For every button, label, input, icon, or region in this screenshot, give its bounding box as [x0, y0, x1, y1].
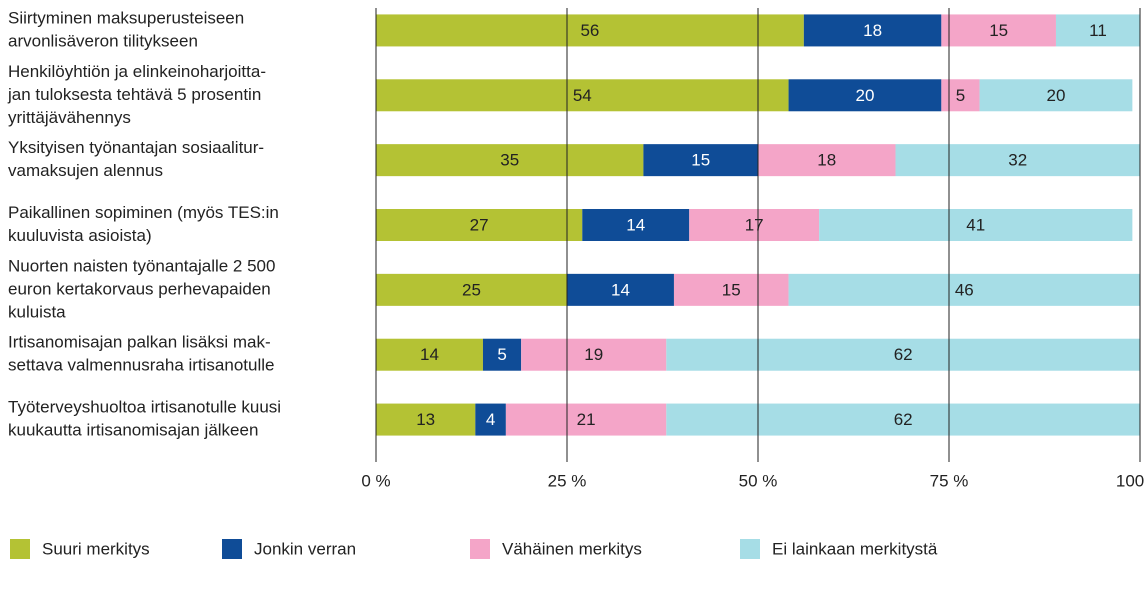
category-label: jan tuloksesta tehtävä 5 prosentin [7, 85, 261, 104]
data-label: 5 [497, 345, 506, 364]
data-label: 62 [894, 410, 913, 429]
legend-label: Suuri merkitys [42, 539, 150, 558]
category-label: Nuorten naisten työnantajalle 2 500 [8, 256, 275, 275]
bar-segment [788, 79, 942, 112]
data-label: 14 [626, 215, 645, 234]
bar-segment [567, 273, 674, 306]
x-tick-label: 100 % [1116, 471, 1147, 490]
category-label: Yksityisen työnantajan sosiaalitur- [8, 138, 264, 157]
category-label: Paikallinen sopiminen (myös TES:in [8, 203, 279, 222]
data-label: 54 [573, 86, 592, 105]
bar-segment [376, 14, 804, 47]
data-label: 15 [691, 151, 710, 170]
category-label: euron kertakorvaus perhevapaiden [8, 279, 271, 298]
bar-segment [803, 14, 942, 47]
legend-swatch [222, 539, 242, 559]
category-label: Henkilöyhtiön ja elinkeinoharjoitta- [8, 62, 266, 81]
legend-label: Ei lainkaan merkitystä [772, 539, 938, 558]
bar-segment [376, 79, 789, 112]
bar-segment [941, 14, 1056, 47]
data-label: 19 [584, 345, 603, 364]
category-label: kuukautta irtisanomisajan jälkeen [8, 421, 258, 440]
data-label: 17 [745, 215, 764, 234]
category-label: Työterveyshuoltoa irtisanotulle kuusi [8, 398, 281, 417]
data-label: 46 [955, 280, 974, 299]
x-tick-label: 25 % [548, 471, 587, 490]
bar-segment [505, 403, 667, 436]
category-label: settava valmennusraha irtisanotulle [8, 356, 274, 375]
legend-label: Jonkin verran [254, 539, 356, 558]
data-label: 20 [1046, 86, 1065, 105]
bar-segment [376, 403, 476, 436]
legend-swatch [740, 539, 760, 559]
bar-segment [376, 209, 583, 241]
data-label: 35 [500, 151, 519, 170]
data-label: 20 [855, 86, 874, 105]
bar-segment [979, 79, 1133, 112]
category-label: yrittäjävähennys [8, 108, 131, 127]
bar-segment [643, 144, 758, 177]
data-label: 4 [486, 410, 495, 429]
bar-segment [895, 144, 1140, 177]
bar-segment [521, 338, 667, 371]
legend-label: Vähäinen merkitys [502, 539, 642, 558]
x-tick-label: 75 % [930, 471, 969, 490]
data-label: 15 [989, 21, 1008, 40]
legend-swatch [470, 539, 490, 559]
category-label: arvonlisäveron tilitykseen [8, 31, 198, 50]
data-label: 13 [416, 410, 435, 429]
x-tick-label: 0 % [361, 471, 390, 490]
data-label: 14 [420, 345, 439, 364]
data-label: 27 [470, 215, 489, 234]
bar-segment [482, 338, 522, 371]
bar-segment [666, 403, 1140, 436]
category-label: kuluista [8, 302, 66, 321]
category-label: Irtisanomisajan palkan lisäksi mak- [8, 333, 271, 352]
data-label: 14 [611, 280, 630, 299]
data-label: 11 [1089, 21, 1107, 40]
bar-segment [376, 273, 567, 306]
legend-swatch [10, 539, 30, 559]
category-label: Siirtyminen maksuperusteiseen [8, 8, 244, 27]
bar-segment [376, 338, 483, 371]
bar-segment [689, 209, 820, 241]
data-label: 5 [956, 86, 965, 105]
data-label: 21 [577, 410, 596, 429]
category-label: kuuluvista asioista) [8, 226, 152, 245]
category-label: vamaksujen alennus [8, 161, 163, 180]
data-label: 18 [863, 21, 882, 40]
data-label: 15 [722, 280, 741, 299]
bar-segment [758, 144, 896, 177]
data-label: 32 [1008, 151, 1027, 170]
bar-segment [582, 209, 690, 241]
data-label: 25 [462, 280, 481, 299]
bar-segment [788, 273, 1140, 306]
bar-segment [1055, 14, 1140, 47]
bar-segment [673, 273, 789, 306]
x-tick-label: 50 % [739, 471, 778, 490]
data-label: 62 [894, 345, 913, 364]
bar-segment [475, 403, 506, 436]
data-label: 41 [966, 215, 985, 234]
bar-segment [819, 209, 1133, 241]
bar-segment [376, 144, 644, 177]
bar-segment [666, 338, 1140, 371]
data-label: 56 [580, 21, 599, 40]
data-label: 18 [817, 151, 836, 170]
bar-segment [941, 79, 980, 112]
